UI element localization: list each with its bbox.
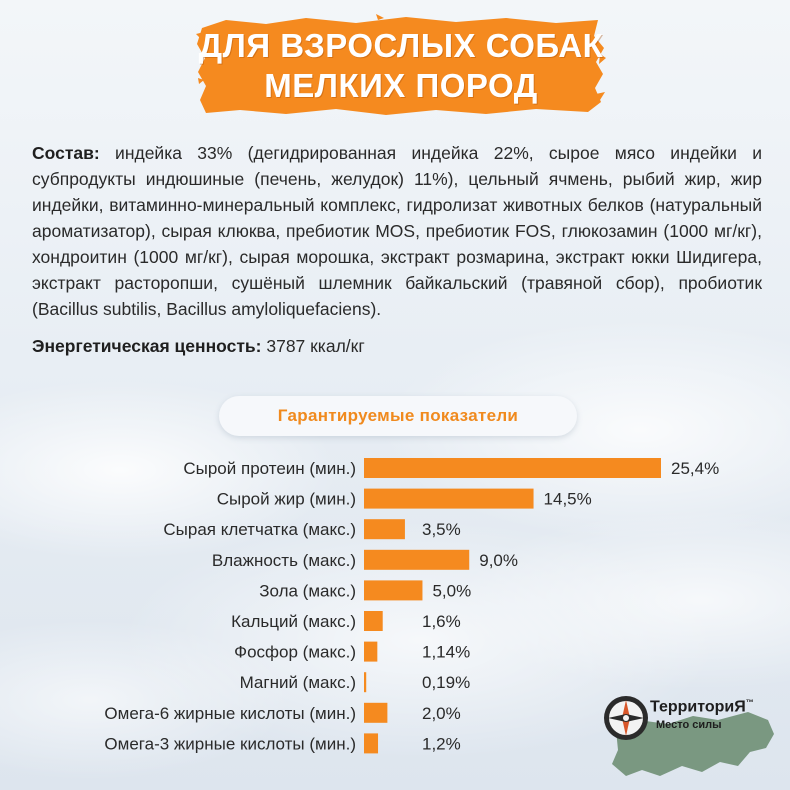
bar — [364, 641, 378, 662]
energy-value: 3787 ккал/кг — [261, 336, 365, 356]
energy-value-line: Энергетическая ценность: 3787 ккал/кг — [32, 333, 365, 359]
value-label: 9,0% — [479, 551, 518, 570]
bar — [364, 611, 383, 631]
category-label: Омега-3 жирные кислоты (мин.) — [104, 734, 356, 753]
category-label: Сырой жир (мин.) — [217, 490, 356, 509]
energy-label: Энергетическая ценность: — [32, 336, 262, 356]
category-label: Магний (макс.) — [240, 673, 356, 692]
section-title: Гарантируемые показатели — [277, 406, 519, 425]
russia-map-shape — [604, 696, 774, 776]
composition-label: Состав: — [32, 143, 100, 163]
composition-text: индейка 33% (дегидрированная индейка 22%… — [32, 143, 762, 319]
value-label: 1,2% — [422, 734, 461, 753]
value-label: 2,0% — [422, 704, 461, 723]
brush-stroke-shape — [196, 14, 606, 115]
title-banner: ДЛЯ ВЗРОСЛЫХ СОБАК МЕЛКИХ ПОРОД — [196, 14, 606, 118]
bar — [364, 549, 470, 570]
composition-paragraph: Состав: индейка 33% (дегидрированная инд… — [32, 140, 762, 322]
compass-icon — [604, 696, 648, 740]
logo-name: ТерриториЯ™ — [650, 698, 754, 716]
category-label: Омега-6 жирные кислоты (мин.) — [104, 704, 356, 723]
bar — [364, 458, 661, 478]
category-label: Фосфор (макс.) — [234, 643, 356, 662]
banner-title-line-1: ДЛЯ ВЗРОСЛЫХ СОБАК — [198, 27, 604, 64]
bar — [364, 672, 367, 693]
section-title-pill: Гарантируемые показатели — [219, 396, 577, 436]
value-label: 1,6% — [422, 612, 461, 631]
guaranteed-analysis-chart: Сырой протеин (мин.) 25,4% Сырой жир (мин.… — [104, 458, 719, 754]
bar — [364, 488, 534, 509]
category-label: Сырой протеин (мин.) — [183, 459, 356, 478]
value-label: 1,14% — [422, 643, 470, 662]
category-label: Влажность (макс.) — [212, 551, 356, 570]
value-label: 3,5% — [422, 520, 461, 539]
bar — [364, 702, 388, 723]
value-label: 5,0% — [432, 581, 471, 600]
logo-subtitle: Место силы — [656, 719, 722, 731]
banner-title-line-2: МЕЛКИХ ПОРОД — [264, 67, 538, 104]
value-label: 0,19% — [422, 673, 470, 692]
bar — [364, 519, 405, 540]
category-label: Зола (макс.) — [259, 581, 356, 600]
value-label: 14,5% — [544, 490, 592, 509]
brand-logo: ТерриториЯ™ Место силы — [598, 690, 778, 785]
category-label: Сырая клетчатка (макс.) — [163, 520, 356, 539]
value-label: 25,4% — [671, 459, 719, 478]
category-label: Кальций (макс.) — [231, 612, 356, 631]
bar — [364, 733, 379, 754]
bar — [364, 580, 423, 601]
